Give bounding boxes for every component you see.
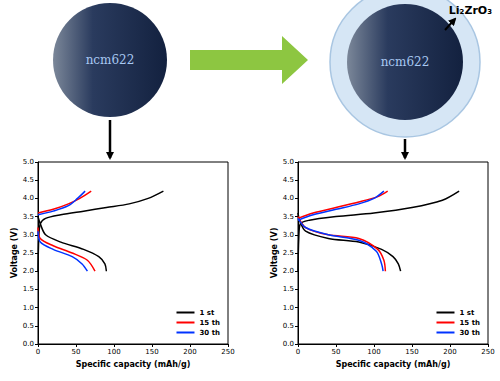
svg-text:0.0: 0.0 bbox=[23, 340, 34, 348]
svg-text:5.0: 5.0 bbox=[283, 158, 294, 166]
svg-text:Voltage (V): Voltage (V) bbox=[10, 228, 19, 279]
svg-text:Voltage (V): Voltage (V) bbox=[270, 228, 279, 279]
svg-text:4.5: 4.5 bbox=[283, 176, 294, 184]
svg-text:0.5: 0.5 bbox=[283, 322, 294, 330]
svg-text:30 th: 30 th bbox=[459, 329, 480, 337]
svg-text:0.5: 0.5 bbox=[23, 322, 34, 330]
svg-text:15 th: 15 th bbox=[459, 319, 480, 327]
svg-text:100: 100 bbox=[107, 348, 120, 356]
svg-text:ncm622: ncm622 bbox=[381, 55, 430, 69]
svg-text:3.0: 3.0 bbox=[283, 231, 294, 239]
svg-text:0: 0 bbox=[36, 348, 40, 356]
svg-text:200: 200 bbox=[183, 348, 196, 356]
svg-text:3.0: 3.0 bbox=[23, 231, 34, 239]
svg-text:2.5: 2.5 bbox=[283, 249, 294, 257]
svg-text:1.0: 1.0 bbox=[283, 304, 294, 312]
svg-text:1.5: 1.5 bbox=[23, 285, 34, 293]
svg-text:0.0: 0.0 bbox=[283, 340, 294, 348]
svg-text:ncm622: ncm622 bbox=[86, 53, 135, 67]
svg-text:150: 150 bbox=[405, 348, 418, 356]
svg-text:250: 250 bbox=[481, 348, 494, 356]
svg-text:2.0: 2.0 bbox=[23, 267, 34, 275]
svg-text:15 th: 15 th bbox=[199, 319, 220, 327]
svg-text:5.0: 5.0 bbox=[23, 158, 34, 166]
svg-text:2.5: 2.5 bbox=[23, 249, 34, 257]
svg-text:4.0: 4.0 bbox=[23, 194, 34, 202]
svg-text:4.5: 4.5 bbox=[23, 176, 34, 184]
svg-text:200: 200 bbox=[443, 348, 456, 356]
svg-text:Specific capacity (mAh/g): Specific capacity (mAh/g) bbox=[336, 360, 451, 369]
svg-text:Specific capacity (mAh/g): Specific capacity (mAh/g) bbox=[76, 360, 191, 369]
svg-text:Li₂ZrO₃: Li₂ZrO₃ bbox=[449, 4, 492, 17]
svg-text:150: 150 bbox=[145, 348, 158, 356]
svg-text:50: 50 bbox=[332, 348, 341, 356]
svg-text:50: 50 bbox=[72, 348, 81, 356]
svg-text:1 st: 1 st bbox=[459, 309, 474, 317]
svg-text:3.5: 3.5 bbox=[23, 213, 34, 221]
svg-text:2.0: 2.0 bbox=[283, 267, 294, 275]
svg-text:30 th: 30 th bbox=[199, 329, 220, 337]
svg-text:1.0: 1.0 bbox=[23, 304, 34, 312]
svg-text:1 st: 1 st bbox=[199, 309, 214, 317]
svg-text:1.5: 1.5 bbox=[283, 285, 294, 293]
svg-text:100: 100 bbox=[367, 348, 380, 356]
svg-text:250: 250 bbox=[221, 348, 234, 356]
svg-text:0: 0 bbox=[296, 348, 300, 356]
svg-text:3.5: 3.5 bbox=[283, 213, 294, 221]
svg-text:4.0: 4.0 bbox=[283, 194, 294, 202]
